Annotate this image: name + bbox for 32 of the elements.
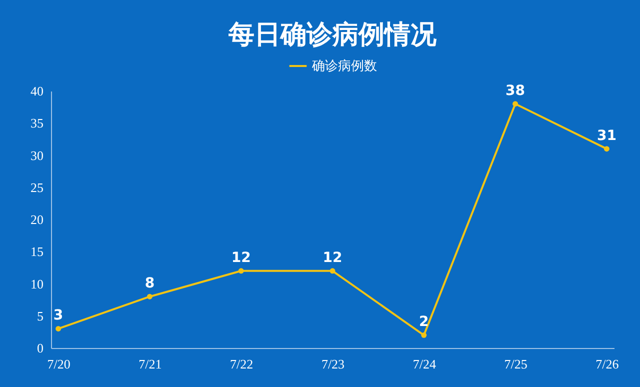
- y-tick-label: 20: [30, 212, 44, 227]
- data-label: 3: [53, 308, 64, 324]
- y-tick-label: 0: [37, 340, 44, 356]
- x-tick-label: 7/25: [504, 356, 528, 372]
- data-label: 12: [231, 250, 251, 266]
- data-label: 31: [596, 128, 616, 144]
- y-tick-label: 10: [30, 276, 44, 292]
- x-tick-label: 7/22: [230, 356, 254, 372]
- point: [421, 332, 427, 338]
- data-label: 8: [144, 276, 155, 292]
- point: [512, 101, 518, 107]
- point: [146, 294, 152, 300]
- y-tick-label: 25: [30, 180, 44, 195]
- point: [238, 268, 244, 274]
- point: [330, 268, 336, 274]
- chart-title: 每日确诊病例情况: [228, 20, 438, 50]
- legend-label: 确诊病例数: [311, 59, 377, 74]
- point: [604, 146, 610, 152]
- y-tick-label: 5: [37, 308, 44, 324]
- point: [56, 326, 62, 332]
- data-label: 2: [419, 314, 429, 330]
- x-tick-label: 7/24: [412, 356, 436, 372]
- x-tick-label: 7/21: [138, 356, 162, 372]
- y-tick-label: 30: [30, 148, 44, 163]
- x-tick-label: 7/26: [596, 356, 620, 372]
- data-label: 12: [322, 250, 342, 266]
- x-tick-label: 7/23: [321, 356, 345, 372]
- data-label: 38: [506, 82, 526, 99]
- x-tick-label: 7/20: [47, 356, 70, 372]
- y-tick-label: 40: [30, 84, 44, 98]
- y-tick-label: 35: [30, 116, 44, 131]
- y-tick-label: 15: [30, 244, 44, 260]
